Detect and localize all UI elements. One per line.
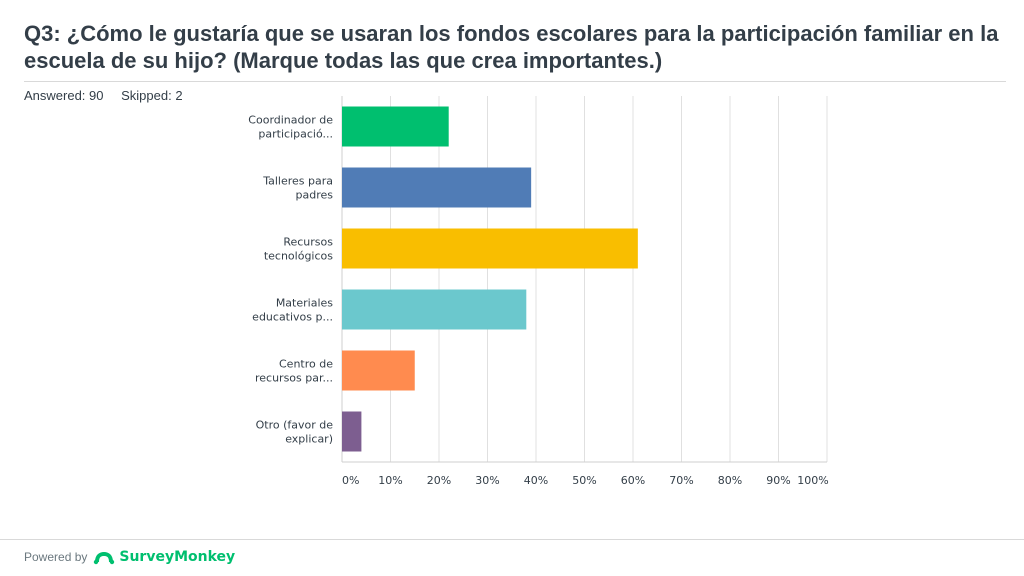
title-divider bbox=[24, 81, 1006, 82]
category-label: Otro (favor de bbox=[256, 419, 334, 432]
x-tick-label: 100% bbox=[797, 474, 828, 487]
x-tick-label: 40% bbox=[524, 474, 548, 487]
x-tick-label: 10% bbox=[378, 474, 402, 487]
x-tick-label: 80% bbox=[718, 474, 742, 487]
footer: Powered by SurveyMonkey bbox=[24, 549, 235, 565]
bar bbox=[342, 289, 527, 330]
surveymonkey-logo-icon[interactable] bbox=[93, 549, 115, 565]
category-label: educativos p... bbox=[252, 311, 333, 324]
response-stats: Answered: 90 Skipped: 2 bbox=[24, 88, 197, 103]
skipped-count: Skipped: 2 bbox=[121, 88, 183, 103]
x-tick-label: 0% bbox=[342, 474, 359, 487]
category-label: Coordinador de bbox=[248, 114, 333, 127]
category-label: tecnológicos bbox=[264, 250, 333, 263]
x-tick-label: 50% bbox=[572, 474, 596, 487]
x-tick-label: 30% bbox=[475, 474, 499, 487]
bar bbox=[342, 350, 415, 391]
category-label: Talleres para bbox=[262, 175, 333, 188]
answered-count: Answered: 90 bbox=[24, 88, 104, 103]
x-tick-label: 90% bbox=[766, 474, 790, 487]
question-title: Q3: ¿Cómo le gustaría que se usaran los … bbox=[24, 21, 999, 73]
category-label: padres bbox=[296, 189, 334, 202]
bar bbox=[342, 411, 362, 452]
category-label: Recursos bbox=[283, 236, 333, 249]
x-tick-label: 20% bbox=[427, 474, 451, 487]
category-label: Materiales bbox=[276, 297, 333, 310]
category-label: explicar) bbox=[285, 433, 333, 446]
category-label: recursos par... bbox=[255, 372, 333, 385]
footer-divider bbox=[0, 539, 1024, 540]
brand-name[interactable]: SurveyMonkey bbox=[119, 549, 236, 565]
x-tick-label: 70% bbox=[669, 474, 693, 487]
bar bbox=[342, 167, 532, 208]
x-tick-label: 60% bbox=[621, 474, 645, 487]
category-label: Centro de bbox=[279, 358, 333, 371]
bar bbox=[342, 228, 638, 269]
category-label: participació... bbox=[258, 128, 333, 141]
bar bbox=[342, 106, 449, 147]
powered-by-text: Powered by bbox=[24, 550, 88, 564]
